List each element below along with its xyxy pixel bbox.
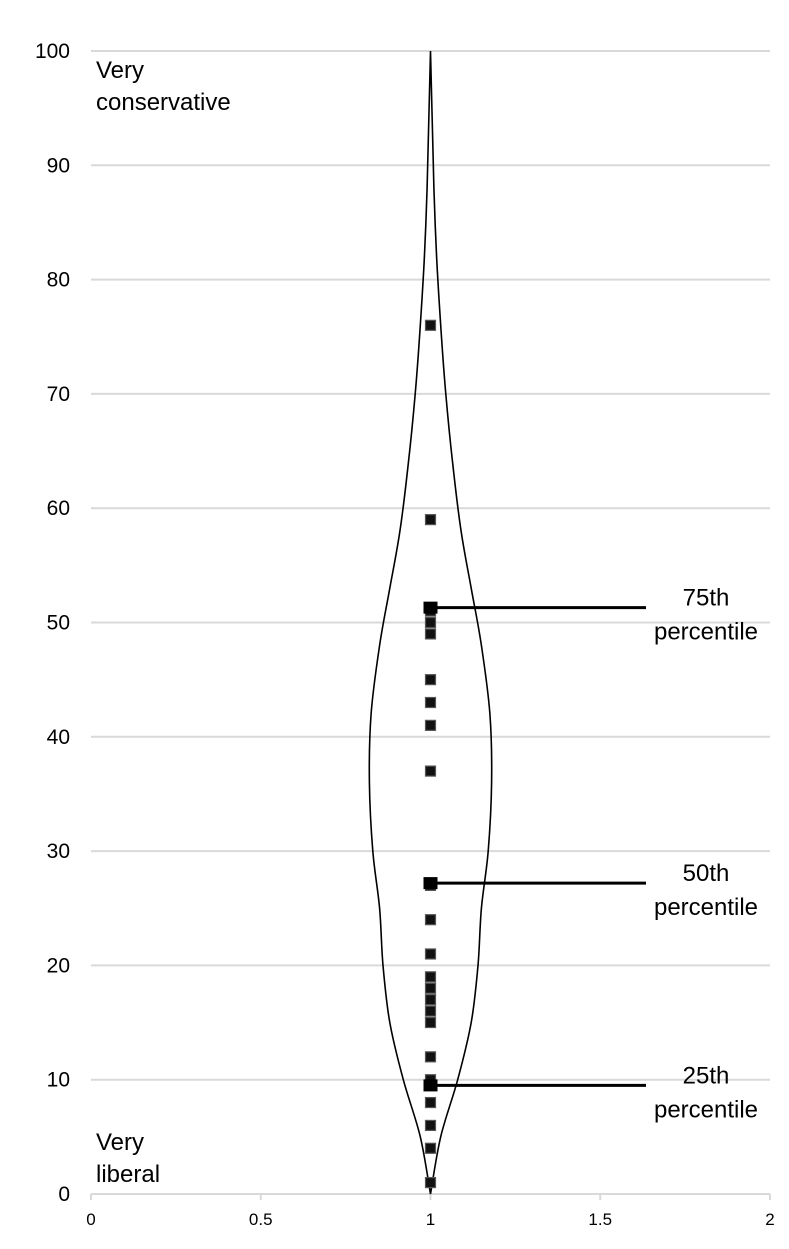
y-tick-label: 50 [47, 612, 70, 635]
data-point [424, 982, 437, 994]
percentile-marker-50th [423, 877, 438, 890]
y-tick-label: 80 [47, 269, 70, 292]
percentile-label-75th-line1: 75th [683, 585, 730, 612]
percentile-label-25th-line1: 25th [683, 1062, 730, 1089]
y-tick-label: 100 [35, 40, 70, 63]
y-tick-label: 0 [58, 1183, 70, 1206]
data-point [424, 914, 437, 926]
x-tick-label: 0.5 [249, 1210, 273, 1229]
violin-outline [368, 50, 493, 1195]
data-point [424, 1096, 437, 1109]
x-tick-label: 1 [426, 1210, 435, 1229]
data-point [424, 1119, 437, 1132]
data-point [424, 1176, 437, 1189]
data-point [424, 994, 437, 1006]
y-tick-label: 10 [47, 1069, 70, 1092]
points-layer [424, 319, 437, 1189]
annotation-top-line1: Very [96, 57, 144, 84]
data-point [424, 971, 437, 983]
axis-layer: 0 10 20 30 40 50 60 70 80 90 100 0 0.5 1 1.5 2 [35, 40, 775, 1229]
x-tick-label: 0 [86, 1210, 95, 1229]
percentile-marker-75th [423, 601, 438, 614]
x-tick-label: 2 [765, 1210, 774, 1229]
y-tick-label: 20 [47, 954, 70, 977]
y-tick-label: 70 [47, 383, 70, 406]
x-tick-label: 1.5 [588, 1210, 612, 1229]
data-point [424, 1016, 437, 1029]
data-point [424, 765, 437, 777]
percentile-label-50th-line1: 50th [683, 860, 730, 887]
data-point [424, 1142, 437, 1154]
data-point [424, 616, 437, 629]
y-tick-label: 60 [47, 497, 70, 520]
percentile-label-75th-line2: percentile [654, 619, 758, 646]
data-point [424, 319, 437, 331]
violin-layer [368, 50, 493, 1195]
data-point [424, 948, 437, 960]
data-point [424, 696, 437, 709]
y-tick-label: 90 [47, 154, 70, 177]
annotation-bottom-line1: Very [96, 1129, 144, 1156]
percentile-layer: 25th percentile 50th percentile 75th percenti… [423, 585, 758, 1123]
percentile-label-25th-line2: percentile [654, 1096, 758, 1123]
data-point [424, 719, 437, 731]
y-tick-label: 30 [47, 840, 70, 863]
data-point [424, 514, 437, 526]
data-point [424, 674, 437, 686]
annotation-bottom-line2: liberal [96, 1161, 160, 1188]
data-point [424, 1005, 437, 1017]
data-point [424, 628, 437, 640]
annotation-top-line2: conservative [96, 89, 231, 116]
y-tick-label: 40 [47, 726, 70, 749]
percentile-label-50th-line2: percentile [654, 894, 758, 921]
data-point [424, 1051, 437, 1063]
percentile-marker-25th [423, 1079, 438, 1092]
